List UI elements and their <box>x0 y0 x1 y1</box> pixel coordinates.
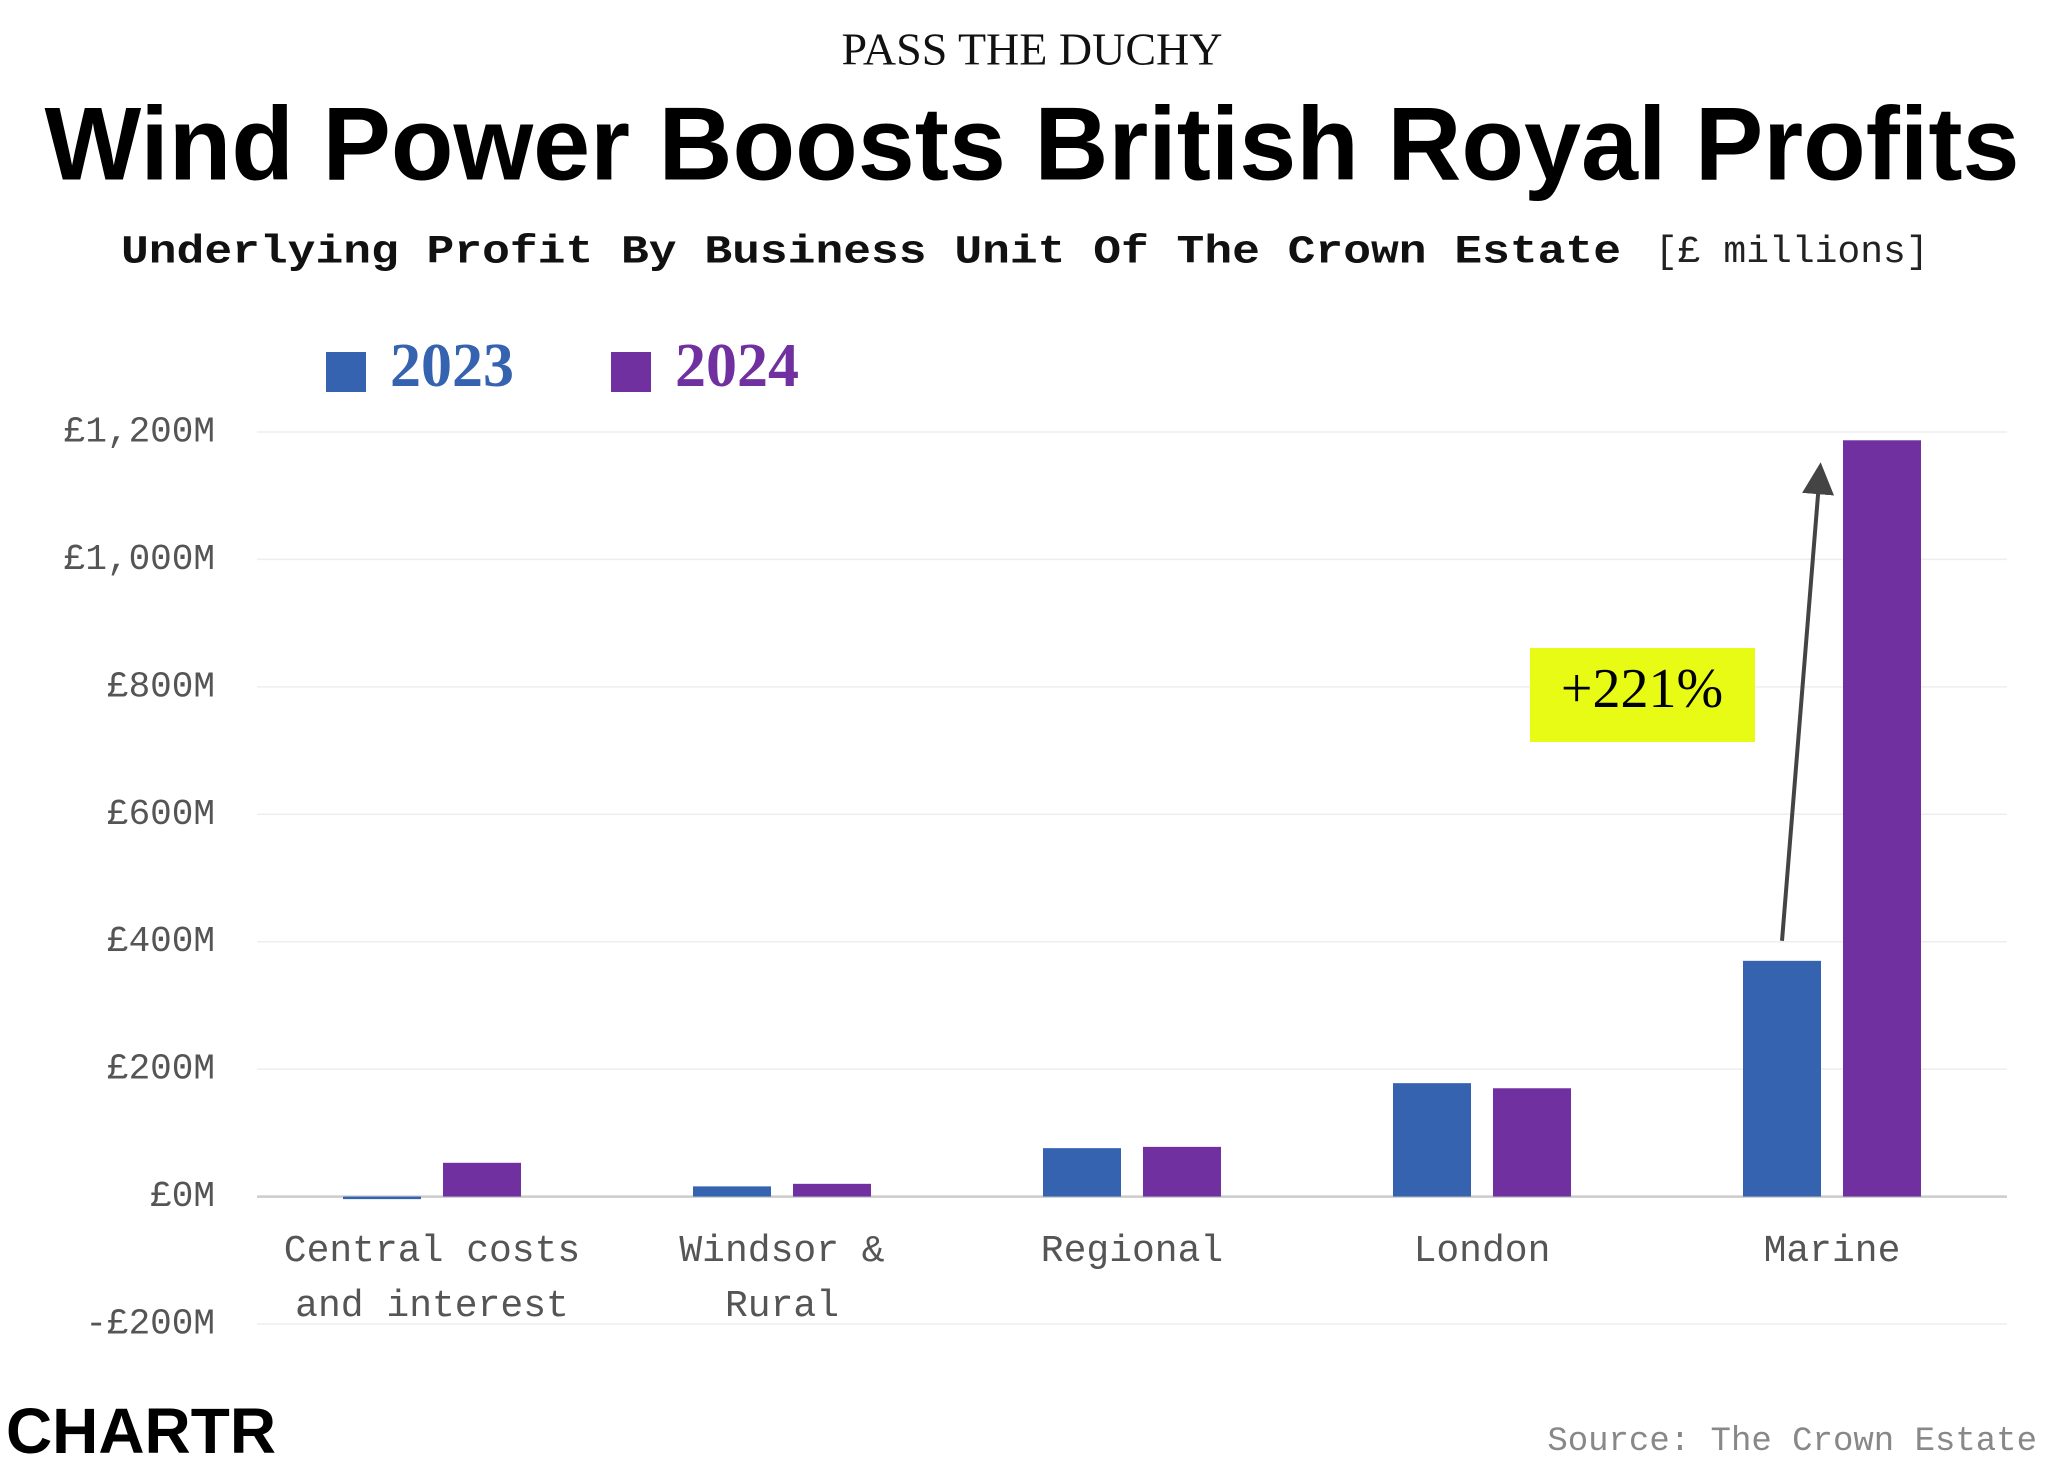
source: Source: The Crown Estate <box>1547 1423 2037 1461</box>
x-tick-label: Windsor & Rural <box>679 1230 884 1328</box>
y-tick-label: £1,200M <box>64 412 215 453</box>
chart-title: Wind Power Boosts British Royal Profits <box>45 86 2020 202</box>
y-tick-label: -£200M <box>85 1304 215 1345</box>
y-tick-label: £1,000M <box>64 539 215 580</box>
bar <box>1393 1083 1471 1197</box>
x-tick-label: Central costs and interest <box>284 1230 580 1328</box>
x-tick-label: Marine <box>1764 1230 1901 1273</box>
annotation: +221% <box>1561 658 1723 720</box>
y-tick-label: £800M <box>107 666 215 707</box>
y-tick-label: £400M <box>107 921 215 962</box>
bar <box>1843 440 1921 1197</box>
y-tick-label: £200M <box>107 1049 215 1090</box>
logo: CHARTR <box>6 1395 276 1467</box>
annotation-arrow <box>1780 462 1835 941</box>
legend-label: 2023 <box>390 332 514 400</box>
bar <box>1743 960 1821 1197</box>
bar <box>693 1186 771 1197</box>
bar <box>1493 1088 1571 1197</box>
x-tick-label: London <box>1414 1230 1551 1273</box>
legend-label: 2024 <box>675 332 799 400</box>
x-tick-label: Regional <box>1041 1230 1223 1273</box>
annotation-box <box>1530 648 1755 742</box>
bar <box>443 1162 521 1197</box>
kicker: PASS THE DUCHY <box>842 24 1223 75</box>
y-tick-label: £0M <box>150 1176 215 1217</box>
legend-swatch <box>326 352 366 392</box>
subtitle: Underlying Profit By Business Unit Of Th… <box>121 231 1621 276</box>
bar <box>1043 1148 1121 1197</box>
y-tick-label: £600M <box>107 794 215 835</box>
bar <box>343 1196 421 1200</box>
bar <box>793 1183 871 1197</box>
bar <box>1143 1146 1221 1197</box>
unit-note: [£ millions] <box>1655 231 1929 274</box>
legend-swatch <box>611 352 651 392</box>
